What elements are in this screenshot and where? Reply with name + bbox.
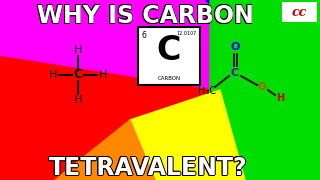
- Text: WHY IS CARBON: WHY IS CARBON: [36, 4, 253, 28]
- Text: TETRAVALENT?: TETRAVALENT?: [49, 155, 247, 179]
- Text: H: H: [49, 70, 57, 80]
- Text: WHY IS CARBON: WHY IS CARBON: [36, 3, 253, 27]
- Text: TETRAVALENT?: TETRAVALENT?: [49, 156, 248, 180]
- Text: WHY IS CARBON: WHY IS CARBON: [37, 3, 254, 28]
- Text: TETRAVALENT?: TETRAVALENT?: [49, 156, 248, 179]
- Text: TETRAVALENT?: TETRAVALENT?: [49, 156, 248, 180]
- Polygon shape: [130, 90, 245, 180]
- Text: TETRAVALENT?: TETRAVALENT?: [48, 156, 247, 179]
- Text: H₃C: H₃C: [198, 86, 216, 96]
- Text: H: H: [99, 70, 107, 80]
- Text: H: H: [276, 93, 284, 103]
- Text: WHY IS CARBON: WHY IS CARBON: [36, 5, 253, 29]
- Polygon shape: [0, 0, 320, 90]
- Text: WHY IS CARBON: WHY IS CARBON: [37, 4, 254, 28]
- Polygon shape: [205, 0, 320, 70]
- Bar: [138, 27, 200, 85]
- Text: C: C: [157, 35, 181, 68]
- Text: TETRAVALENT?: TETRAVALENT?: [49, 156, 247, 180]
- Text: TETRAVALENT?: TETRAVALENT?: [49, 157, 247, 180]
- Polygon shape: [185, 0, 320, 180]
- Text: WHY IS CARBON: WHY IS CARBON: [36, 4, 253, 28]
- Text: WHY IS CARBON: WHY IS CARBON: [36, 3, 253, 28]
- Text: O: O: [258, 82, 266, 92]
- Text: TETRAVALENT?: TETRAVALENT?: [48, 156, 247, 180]
- Text: H: H: [74, 95, 82, 105]
- Bar: [282, 2, 317, 22]
- Text: C: C: [73, 69, 83, 82]
- Text: 12.0107: 12.0107: [177, 31, 197, 36]
- Text: TETRAVALENT?: TETRAVALENT?: [48, 156, 247, 180]
- Text: 6: 6: [142, 31, 147, 40]
- Text: WHY IS CARBON: WHY IS CARBON: [36, 4, 253, 28]
- Text: cc: cc: [292, 6, 307, 19]
- Text: H: H: [74, 45, 82, 55]
- Polygon shape: [55, 120, 155, 180]
- Text: C: C: [231, 68, 239, 78]
- Text: WHY IS CARBON: WHY IS CARBON: [37, 4, 254, 28]
- Text: O: O: [230, 42, 240, 52]
- Text: CARBON: CARBON: [157, 76, 180, 81]
